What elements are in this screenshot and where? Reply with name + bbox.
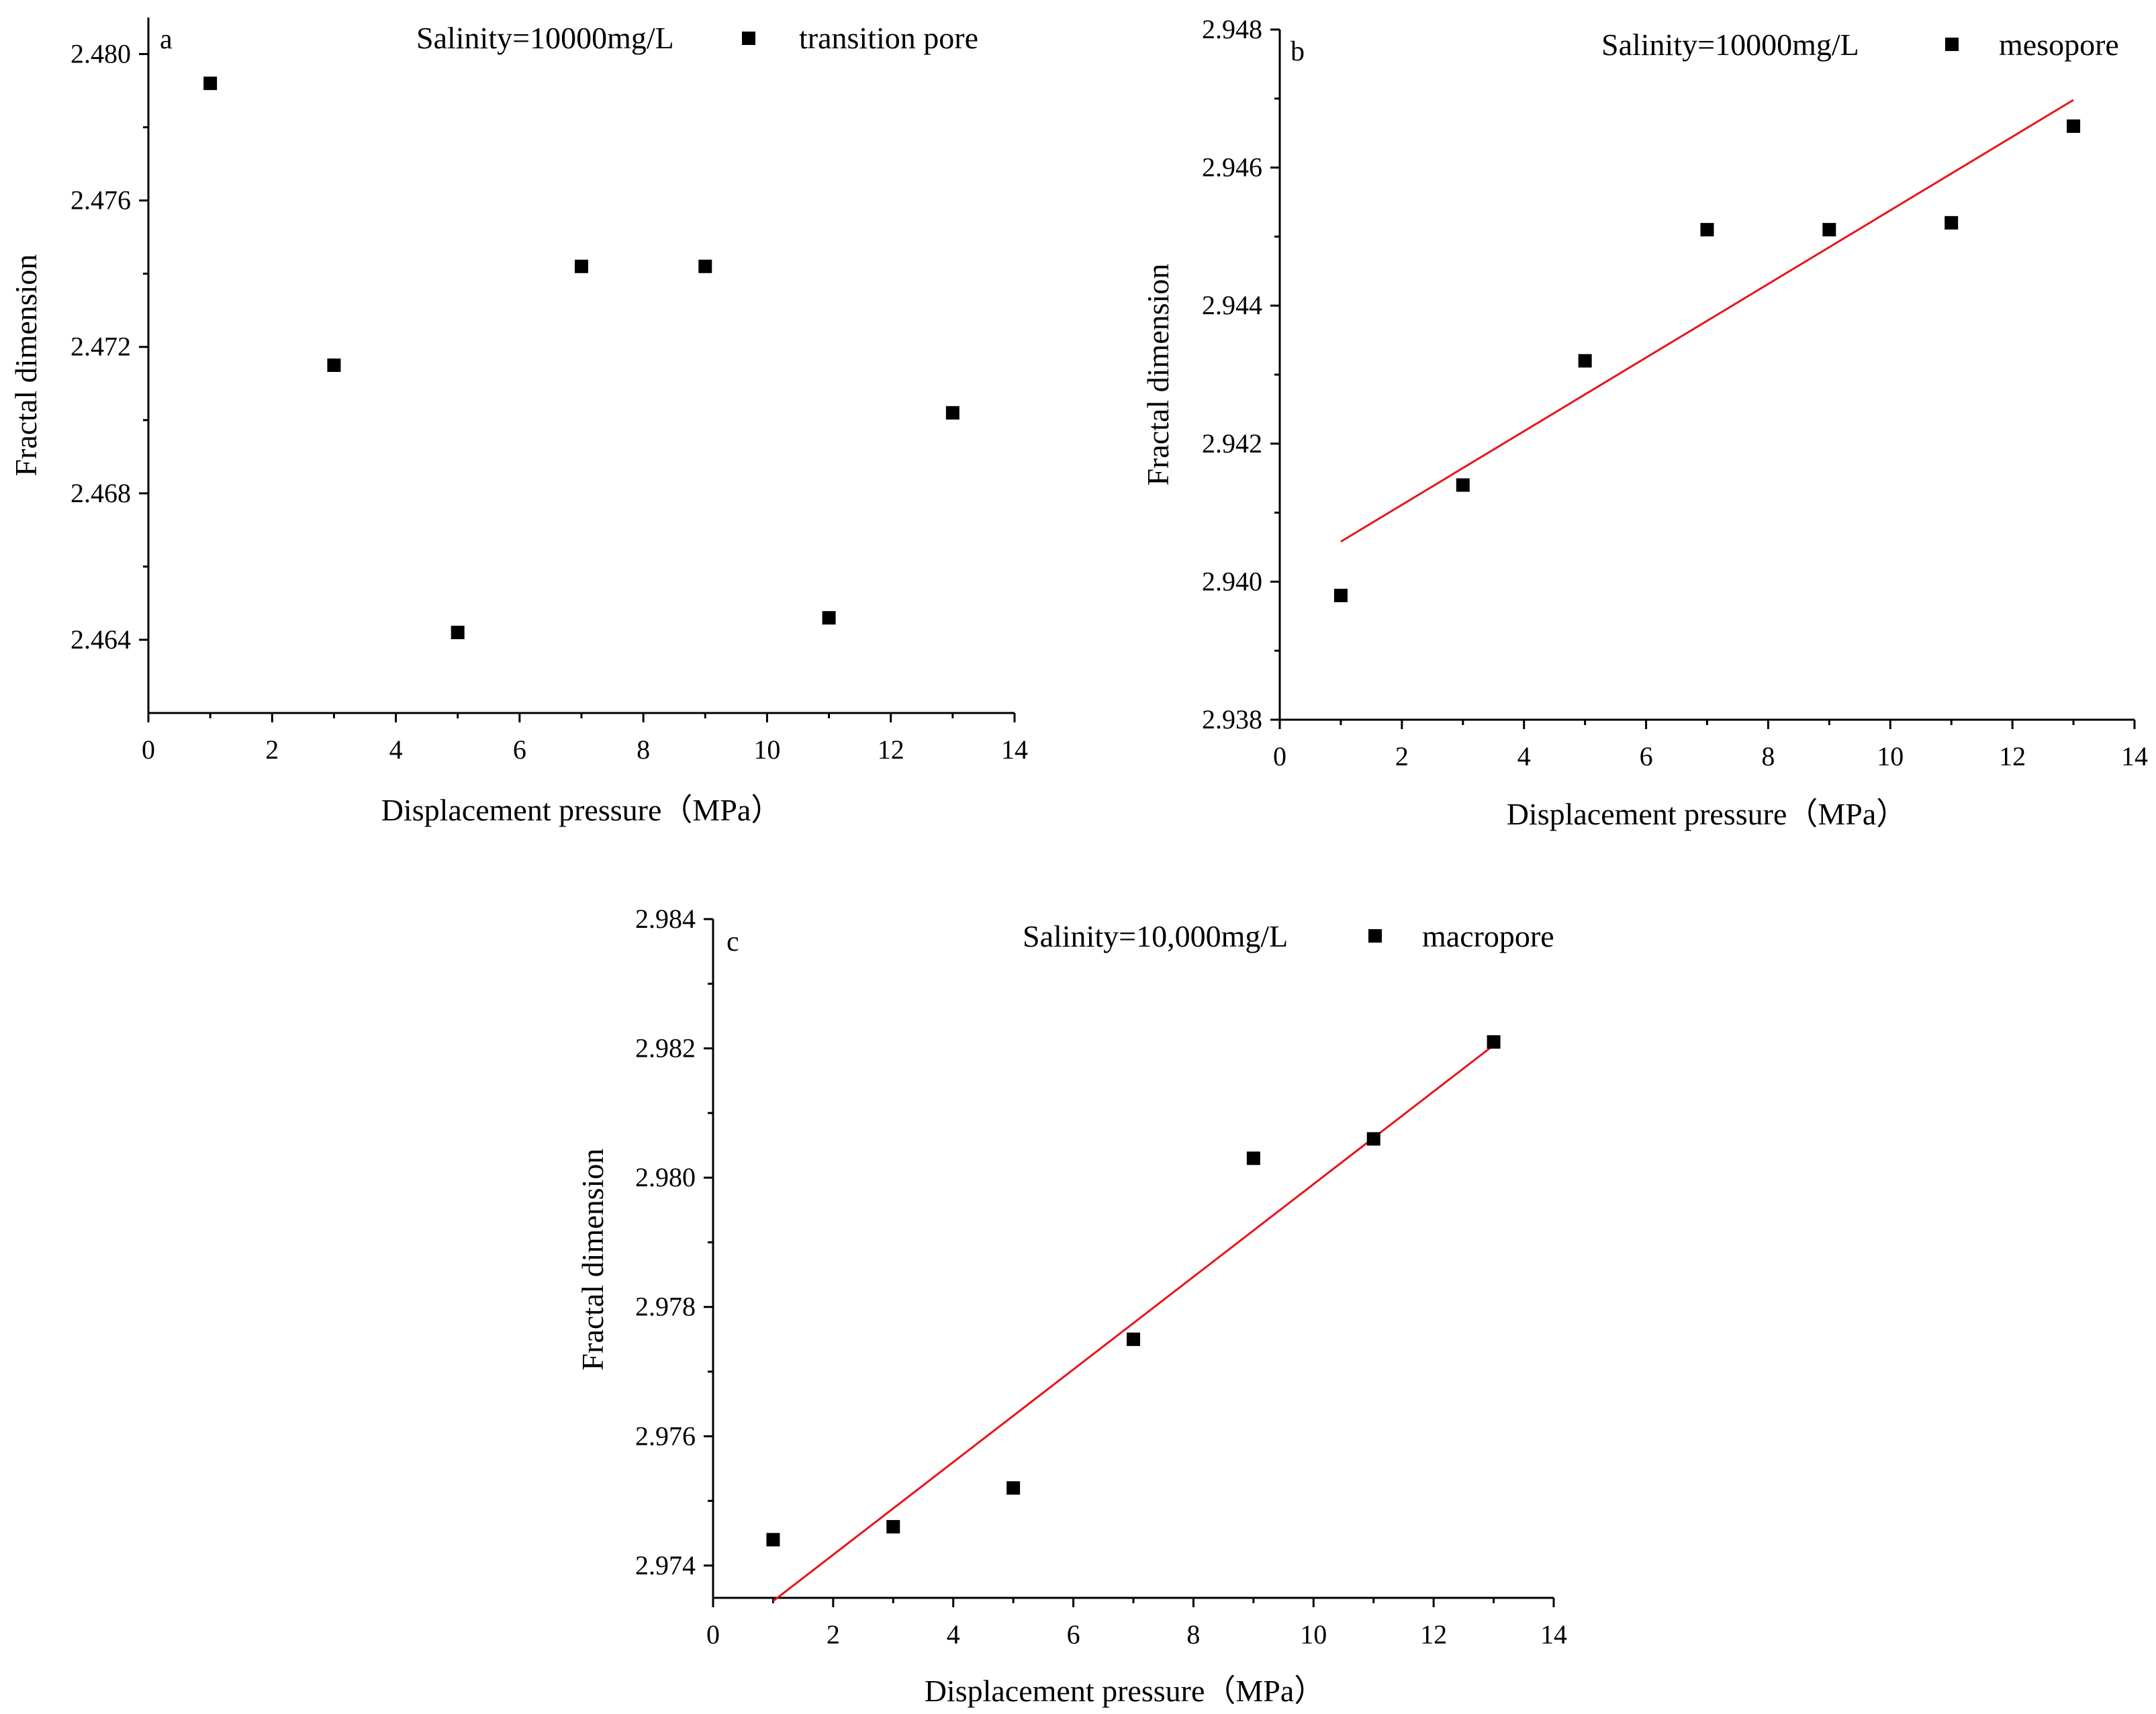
panel-c-y-tick-label: 2.984: [635, 904, 696, 934]
panel-b: 0 2 4 6 8 10 12 14 2.9382.9402.9422.9442.9462.9…: [1141, 14, 2148, 831]
panel-a-x-ticks: 0 2 4 6 8 10 12 14: [142, 713, 1028, 765]
panel-a-y-tick-label: 2.464: [71, 624, 131, 655]
panel-a-x-tick-label: 12: [878, 734, 904, 765]
panel-c-y-label: Fractal dimension: [575, 1149, 610, 1371]
panel-c-y-tick-label: 2.982: [635, 1033, 696, 1063]
panel-a-data-point: [575, 259, 588, 273]
panel-b-data-point: [1456, 478, 1470, 492]
panel-a-x-tick-label: 2: [265, 734, 279, 765]
panel-c-y-tick-label: 2.976: [635, 1421, 696, 1451]
panel-b-x-tick-label: 4: [1517, 741, 1531, 771]
panel-b-y-tick-label: 2.940: [1202, 566, 1262, 596]
panel-a-x-tick-label: 14: [1001, 734, 1028, 765]
panel-a-data-point: [203, 77, 218, 91]
panel-c-data-point: [766, 1533, 780, 1547]
panel-a-x-tick-label: 10: [753, 734, 780, 765]
panel-b-x-tick-label: 10: [1877, 741, 1904, 771]
panel-c-data-point: [886, 1520, 900, 1534]
panel-c-label: c: [727, 926, 739, 957]
panel-b-x-ticks: 0 2 4 6 8 10 12 14: [1273, 720, 2148, 771]
panel-c-x-tick-label: 8: [1186, 1619, 1200, 1650]
panel-c-y-ticks: 2.974 2.976 2.978 2.980 2.982 2.984: [635, 904, 713, 1580]
panel-c-legend-text: Salinity=10,000mg/L: [1023, 919, 1288, 953]
panel-b-data-point: [1944, 216, 1959, 230]
panel-a-legend-text: Salinity=10000mg/L: [416, 21, 674, 55]
panel-c-x-tick-label: 10: [1300, 1619, 1327, 1650]
panel-c-data-point: [1366, 1132, 1380, 1146]
panel-b-data-point: [1333, 588, 1348, 602]
panel-b-data-point: [1822, 223, 1836, 237]
panel-c-legend-series: macropore: [1422, 919, 1554, 953]
panel-c-fit-line: [772, 1044, 1495, 1603]
panel-b-points: [1333, 119, 2081, 602]
panel-a-y-tick-label: 2.468: [71, 478, 131, 508]
panel-a-legend-marker: [742, 32, 755, 45]
panel-b-legend-text: Salinity=10000mg/L: [1601, 28, 1859, 62]
panel-a-x-tick-label: 0: [142, 734, 155, 765]
panel-c-y-tick-label: 2.974: [635, 1550, 696, 1580]
panel-b-legend-marker: [1945, 38, 1959, 51]
panel-c-x-tick-label: 6: [1067, 1619, 1080, 1650]
panel-b-x-tick-label: 8: [1761, 741, 1775, 771]
panel-b-label: b: [1291, 36, 1305, 67]
panel-c-x-tick-label: 4: [947, 1619, 960, 1650]
panel-b-x-tick-label: 0: [1273, 741, 1286, 771]
panel-b-x-tick-label: 2: [1395, 741, 1409, 771]
panel-a-legend-series: transition pore: [799, 21, 978, 55]
panel-b-y-tick-label: 2.944: [1202, 290, 1262, 320]
panel-b-y-ticks: 2.938 2.940 2.942 2.944 2.946 2.948: [1202, 14, 1280, 734]
panel-c-legend-marker: [1368, 929, 1382, 943]
panel-a-data-point: [945, 406, 959, 420]
panel-c-x-label: Displacement pressure（MPa）: [925, 1674, 1325, 1708]
panel-c: 0 2 4 6 8 10 12 14 2.9742.9762.9782.9802.9822.9…: [575, 904, 1567, 1708]
panel-a-x-tick-label: 6: [513, 734, 526, 765]
panel-b-y-tick-label: 2.946: [1202, 152, 1262, 183]
panel-b-x-tick-label: 6: [1640, 741, 1653, 771]
panel-c-x-ticks: 0 2 4 6 8 10 12 14: [706, 1598, 1567, 1650]
panel-c-data-point: [1487, 1035, 1501, 1049]
panel-a-data-point: [698, 259, 712, 273]
panel-b-x-tick-label: 12: [1999, 741, 2026, 771]
panel-c-data-point: [1127, 1332, 1140, 1346]
panel-b-y-tick-label: 2.942: [1202, 428, 1262, 459]
panel-c-y-tick-label: 2.978: [635, 1292, 696, 1322]
panel-b-y-tick-label: 2.948: [1202, 14, 1262, 44]
panel-a-y-tick-label: 2.480: [71, 39, 131, 69]
panel-c-data-point: [1246, 1151, 1260, 1165]
panel-b-legend-series: mesopore: [1999, 28, 2119, 62]
panel-c-data-point: [1006, 1481, 1021, 1495]
panel-a-y-tick-label: 2.472: [71, 332, 131, 362]
panel-c-x-tick-label: 14: [1540, 1619, 1567, 1650]
panel-a-x-label: Displacement pressure（MPa）: [381, 793, 782, 827]
panel-b-data-point: [1578, 354, 1592, 368]
panel-a-data-point: [327, 359, 341, 372]
panel-c-x-tick-label: 2: [827, 1619, 840, 1650]
panel-b-y-label: Fractal dimension: [1141, 264, 1175, 486]
panel-a-y-ticks: 2.464 2.468 2.472 2.476 2.480: [71, 39, 148, 655]
panel-a-y-label: Fractal dimension: [9, 254, 43, 477]
panel-b-fit-line: [1340, 99, 2074, 543]
panel-b-y-tick-label: 2.938: [1202, 704, 1262, 734]
panel-c-x-tick-label: 0: [706, 1619, 720, 1650]
panel-b-x-label: Displacement pressure（MPa）: [1507, 797, 1908, 831]
panel-c-x-tick-label: 12: [1420, 1619, 1447, 1650]
panel-b-data-point: [1700, 223, 1714, 237]
panel-c-y-tick-label: 2.980: [635, 1162, 696, 1192]
panel-c-points: [766, 1035, 1501, 1547]
panel-a-points: [203, 77, 959, 640]
panel-b-x-tick-label: 14: [2121, 741, 2148, 771]
panel-a-x-tick-label: 8: [637, 734, 650, 765]
panel-a-data-point: [451, 626, 465, 640]
panel-a-x-tick-label: 4: [389, 734, 403, 765]
panel-a-y-tick-label: 2.476: [71, 185, 131, 216]
panel-a-label: a: [160, 24, 173, 55]
panel-a-data-point: [822, 611, 836, 625]
panel-b-data-point: [2067, 119, 2081, 133]
